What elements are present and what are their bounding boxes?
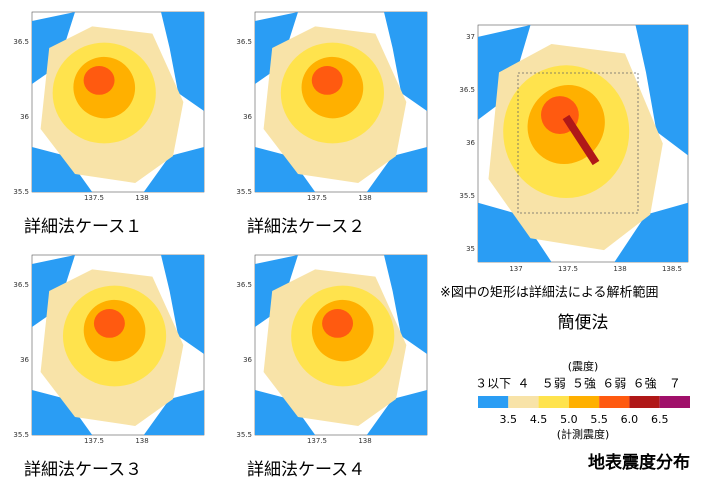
y-tick-label: 36.5: [13, 38, 29, 46]
legend-label: ４: [517, 377, 529, 391]
panel-caption: 詳細法ケース４: [247, 460, 365, 479]
legend-swatch: [568, 396, 600, 408]
legend-boundary: 5.5: [590, 413, 608, 426]
y-tick-label: 36: [20, 356, 29, 364]
legend-boundary: 5.0: [560, 413, 578, 426]
x-tick-label: 137.5: [307, 194, 327, 202]
map: [477, 24, 689, 263]
legend-swatch: [629, 396, 660, 408]
analysis-range: [517, 72, 639, 214]
y-tick-label: 36: [243, 113, 252, 121]
y-tick-label: 35: [466, 245, 475, 253]
y-tick-label: 36.5: [236, 281, 252, 289]
panel-caption: 詳細法ケース２: [247, 217, 365, 237]
y-tick-label: 35.5: [13, 188, 29, 196]
region-blue: [255, 255, 427, 435]
legend-label: ７: [669, 377, 681, 391]
y-tick-label: 36: [20, 113, 29, 121]
legend-label: ５強: [572, 377, 596, 391]
y-tick-label: 36.5: [236, 38, 252, 46]
y-tick-label: 35.5: [13, 431, 29, 439]
x-tick-label: 137.5: [84, 194, 104, 202]
x-tick-label: 138: [135, 437, 148, 445]
legend-boundary: 4.5: [530, 413, 548, 426]
x-tick-label: 137.5: [558, 265, 578, 273]
x-tick-label: 138: [358, 437, 371, 445]
legend-label: ５弱: [542, 377, 566, 391]
fault: [562, 114, 600, 166]
map: [31, 11, 205, 193]
region-blue: [32, 255, 204, 435]
legend-swatch: [599, 396, 630, 408]
y-tick-label: 35.5: [236, 188, 252, 196]
y-tick-label: 36: [243, 356, 252, 364]
panel-caption: 詳細法ケース３: [24, 460, 142, 479]
legend-swatch: [659, 396, 690, 408]
x-tick-label: 138: [613, 265, 626, 273]
map: [254, 11, 428, 193]
region-6l: [83, 66, 115, 95]
figure-title: 地表震度分布: [588, 452, 690, 473]
map: [254, 254, 428, 436]
simple-caption: 簡便法: [558, 313, 609, 333]
region-6l: [322, 309, 354, 338]
legend-boundary: 3.5: [500, 413, 518, 426]
legend-swatch: [508, 396, 539, 408]
x-tick-label: 137.5: [84, 437, 104, 445]
region-blue: [478, 25, 688, 262]
legend-boundary: 6.0: [621, 413, 639, 426]
x-tick-label: 137.5: [307, 437, 327, 445]
y-tick-label: 36.5: [459, 86, 475, 94]
map: [31, 254, 205, 436]
legend-label: ６弱: [602, 377, 626, 391]
x-tick-label: 137: [509, 265, 522, 273]
x-tick-label: 138: [358, 194, 371, 202]
x-tick-label: 138: [135, 194, 148, 202]
region-blue: [32, 12, 204, 192]
legend-title: (震度): [568, 359, 599, 373]
y-tick-label: 35.5: [459, 192, 475, 200]
note: ※図中の矩形は詳細法による解析範囲: [440, 285, 659, 301]
y-tick-label: 35.5: [236, 431, 252, 439]
x-tick-label: 138.5: [662, 265, 682, 273]
legend-subtitle: (計測震度): [557, 427, 610, 441]
region-blue: [255, 12, 427, 192]
legend-label: ６強: [633, 377, 657, 391]
y-tick-label: 36: [466, 139, 475, 147]
region-6l: [311, 66, 343, 95]
panel-caption: 詳細法ケース１: [24, 217, 142, 237]
legend-swatch: [538, 396, 569, 408]
y-tick-label: 36.5: [13, 281, 29, 289]
legend-swatch: [478, 396, 509, 408]
region-6l: [93, 309, 125, 338]
legend-label: ３以下: [475, 377, 511, 391]
legend-boundary: 6.5: [651, 413, 669, 426]
y-tick-label: 37: [466, 33, 475, 41]
